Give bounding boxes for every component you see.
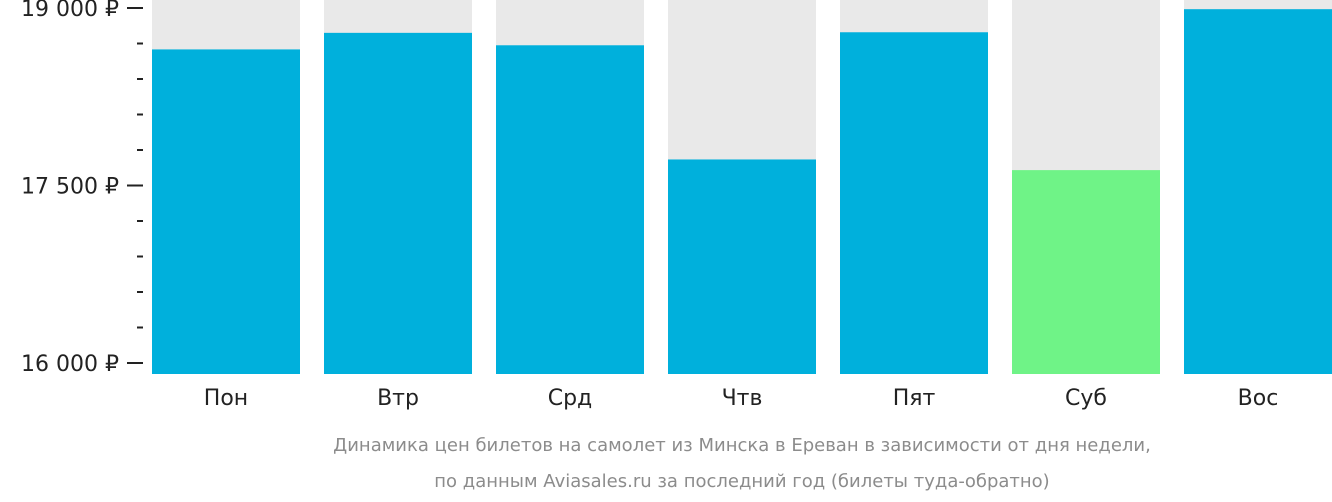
x-tick-label-2: Срд <box>548 386 593 411</box>
bar-2[interactable] <box>496 45 644 375</box>
x-tick-label-5: Суб <box>1065 386 1107 411</box>
bar-1[interactable] <box>324 32 472 374</box>
x-tick-label-1: Втр <box>377 386 419 411</box>
bar-0[interactable] <box>152 49 300 375</box>
bar-3[interactable] <box>668 159 816 374</box>
y-tick-label-1: 17 500 ₽ <box>21 175 119 200</box>
caption-line-1: Динамика цен билетов на самолет из Минск… <box>333 435 1151 456</box>
x-tick-label-3: Чтв <box>722 386 763 411</box>
bar-columns <box>152 0 1332 375</box>
x-axis-labels: Пон Втр Срд Чтв Пят Суб Вос <box>204 386 1279 411</box>
x-tick-label-0: Пон <box>204 386 248 411</box>
caption-line-2: по данным Aviasales.ru за последний год … <box>434 471 1049 492</box>
x-tick-label-6: Вос <box>1238 386 1279 411</box>
bar-6[interactable] <box>1184 9 1332 375</box>
y-tick-label-2: 19 000 ₽ <box>21 0 119 22</box>
bar-4[interactable] <box>840 32 988 375</box>
y-axis: 16 000 ₽ 17 500 ₽ 19 000 ₽ <box>21 0 143 377</box>
bar-5[interactable] <box>1012 170 1160 374</box>
x-tick-label-4: Пят <box>893 386 936 411</box>
y-tick-label-0: 16 000 ₽ <box>21 352 119 377</box>
